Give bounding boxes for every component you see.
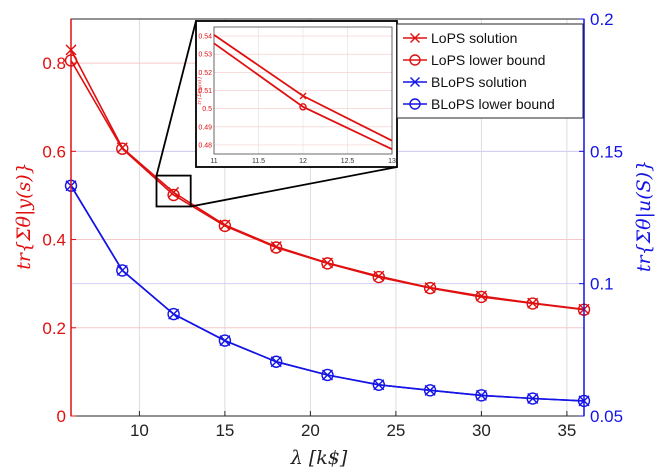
left-y-tick-label: 0.8 [42, 54, 66, 73]
data-point-s2 [321, 257, 334, 270]
data-point-s2 [116, 142, 129, 155]
data-point-s2 [372, 270, 385, 284]
right-y-tick-label: 0.05 [590, 407, 623, 426]
inset-x-tick-label: 13 [388, 158, 396, 165]
inset-x-tick-label: 11.5 [252, 158, 265, 165]
left-y-tick-label: 0.2 [42, 319, 66, 338]
inset-data-point-stroke [299, 92, 307, 100]
legend-label: BLoPS lower bound [431, 96, 555, 112]
data-point-s2 [167, 188, 180, 202]
inset-data-point [299, 103, 307, 111]
data-point-s4 [372, 378, 385, 391]
inset-y-tick-label: 0.54 [198, 34, 212, 41]
legend-marker [409, 54, 421, 66]
inset-y-tick-label: 0.48 [198, 142, 212, 149]
inset-data-point [299, 92, 307, 100]
left-y-axis-label: tr{Σθ|y(s)} [13, 162, 35, 269]
legend-marker-stroke [410, 77, 420, 87]
left-y-tick-label: 0 [57, 407, 66, 426]
inset-y-tick-label: 0.52 [198, 70, 212, 77]
data-point-s2 [475, 290, 488, 304]
data-point-s4 [423, 384, 437, 397]
zoom-region-box [155, 174, 192, 208]
right-y-tick-label: 0.2 [590, 10, 614, 29]
right-y-axis-label: tr{Σθ|u(S)} [633, 160, 655, 272]
inset-series-line-2 [213, 42, 393, 151]
ticks: 10 15 20 25 30 35 0 0.2 0.4 0.6 0.8 0.05 0.1 0.15 0.2 [42, 10, 623, 440]
inset-y-tick-label: 0.5 [202, 106, 212, 113]
left-y-tick-label: 0.6 [42, 142, 66, 161]
inset-y-tick-label: 0.53 [198, 52, 212, 59]
data-point-s4 [270, 355, 283, 368]
data-point-s2 [526, 297, 539, 310]
legend-label: LoPS solution [431, 30, 517, 46]
data-point-s4 [526, 392, 539, 405]
inset-y-axis-label: tr{Σθ|y(s)} [196, 76, 203, 104]
left-y-tick-label: 0.4 [42, 231, 66, 250]
data-point-s1-stroke [168, 186, 180, 198]
inset-x-tick-label: 12 [299, 158, 307, 165]
data-point-s2 [423, 281, 437, 295]
data-point-s4 [475, 389, 488, 402]
x-tick-label: 15 [215, 421, 234, 440]
data-point-s4 [167, 307, 180, 321]
right-y-tick-label: 0.1 [590, 275, 614, 294]
x-tick-label: 20 [301, 421, 320, 440]
legend-marker [410, 77, 420, 87]
x-tick-label: 10 [130, 421, 149, 440]
inset-x-tick-label: 12.5 [341, 158, 355, 165]
zoom-connector [190, 166, 398, 208]
data-point-s4 [321, 368, 334, 382]
legend-marker-stroke [410, 33, 420, 43]
data-point-s2 [218, 219, 232, 233]
inset-plot: 11 11.5 12 12.5 13 0.48 0.49 0.5 0.51 0.52 0.53 0.5… [195, 20, 398, 168]
zoom-connector [155, 20, 197, 176]
data-point-s4 [116, 264, 129, 277]
legend-label: LoPS lower bound [431, 52, 545, 68]
x-axis-label: λ [k$] [290, 447, 348, 469]
inset-axes-frame [213, 26, 393, 155]
inset-y-tick-label: 0.49 [198, 124, 212, 131]
data-point-s1 [168, 186, 180, 198]
legend-marker [410, 33, 420, 43]
right-y-tick-label: 0.15 [590, 142, 623, 161]
legend-box [396, 23, 584, 119]
series-line-4 [70, 185, 585, 402]
data-point-s4 [218, 334, 232, 347]
inset-y-tick-label: 0.51 [198, 88, 212, 95]
zoom-indicator [155, 20, 398, 208]
legend: LoPS solution LoPS lower bound BLoPS solut… [396, 23, 584, 119]
data-point-s2 [270, 241, 283, 254]
x-tick-label: 25 [386, 421, 405, 440]
legend-label: BLoPS solution [431, 74, 527, 90]
x-tick-label: 30 [472, 421, 491, 440]
x-tick-label: 35 [557, 421, 576, 440]
inset-x-tick-label: 11 [210, 158, 217, 165]
legend-marker [409, 98, 421, 110]
